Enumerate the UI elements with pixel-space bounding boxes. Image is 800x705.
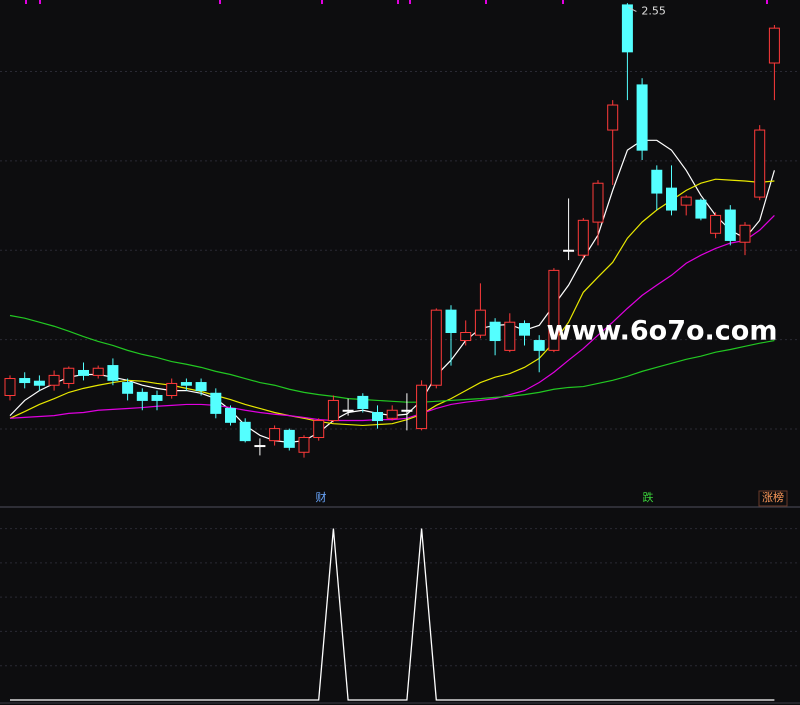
candle-body	[372, 411, 383, 422]
candle-body	[416, 384, 428, 430]
candle-body	[180, 382, 192, 386]
indicator	[10, 528, 775, 701]
candle-body	[592, 182, 604, 223]
candle-body	[122, 382, 134, 394]
candle-body	[357, 395, 369, 409]
event-box	[758, 490, 788, 507]
candle-body	[460, 331, 472, 342]
candle-body	[401, 409, 413, 412]
candle-body	[577, 219, 589, 256]
candles: 2.55	[4, 3, 780, 458]
event-label: 财	[316, 490, 327, 504]
candle-body	[680, 196, 692, 206]
candle-body	[754, 129, 766, 198]
candle-body	[651, 169, 663, 194]
candle-body	[695, 199, 707, 219]
candle-body	[298, 437, 310, 453]
event-label: 涨榜	[762, 490, 784, 504]
ma-line	[9, 314, 775, 403]
candle-body	[445, 309, 457, 333]
candle-body	[474, 309, 486, 336]
candle-body	[636, 84, 648, 151]
watermark: www.6o7o.com	[547, 316, 778, 347]
candle-body	[313, 420, 325, 439]
candle-body	[327, 399, 339, 422]
candle-body	[136, 391, 148, 401]
candle-body	[63, 367, 75, 384]
candle-body	[724, 209, 736, 241]
candle-body	[386, 409, 398, 419]
candle-body	[210, 392, 222, 414]
candle-body	[33, 380, 45, 386]
candle-body	[269, 428, 281, 442]
candle-body	[666, 187, 677, 211]
event-label: 跌	[643, 490, 654, 504]
candle-body	[239, 421, 251, 442]
candle-body	[504, 321, 516, 351]
candle-body	[151, 395, 163, 401]
candle-body	[739, 224, 751, 243]
annotation-leader	[628, 7, 637, 12]
candle-body	[563, 249, 575, 252]
candle-body	[533, 340, 545, 351]
grid	[0, 71, 800, 667]
candle-body	[225, 407, 236, 423]
candle-body	[519, 323, 530, 336]
candle-body	[607, 104, 619, 131]
candle-body	[195, 382, 207, 392]
candle-body	[4, 378, 16, 397]
candle-body	[166, 382, 178, 397]
candle-body	[78, 369, 89, 376]
candle-body	[342, 409, 354, 412]
candle-body	[489, 321, 501, 342]
indicator-line	[10, 528, 775, 701]
candle-body	[48, 374, 60, 386]
ma-line	[9, 178, 775, 427]
candle-body	[768, 27, 780, 64]
candle-body	[548, 269, 560, 351]
candle-body	[107, 365, 119, 381]
candle-body	[621, 4, 633, 53]
candle-body	[283, 429, 295, 448]
candle-body	[19, 378, 31, 384]
candle-body	[430, 309, 442, 386]
candle-body	[92, 367, 104, 376]
annotation: 2.55	[641, 4, 666, 17]
candle-body	[254, 445, 266, 448]
top-ticks	[25, 0, 768, 4]
candle-body	[710, 214, 722, 234]
